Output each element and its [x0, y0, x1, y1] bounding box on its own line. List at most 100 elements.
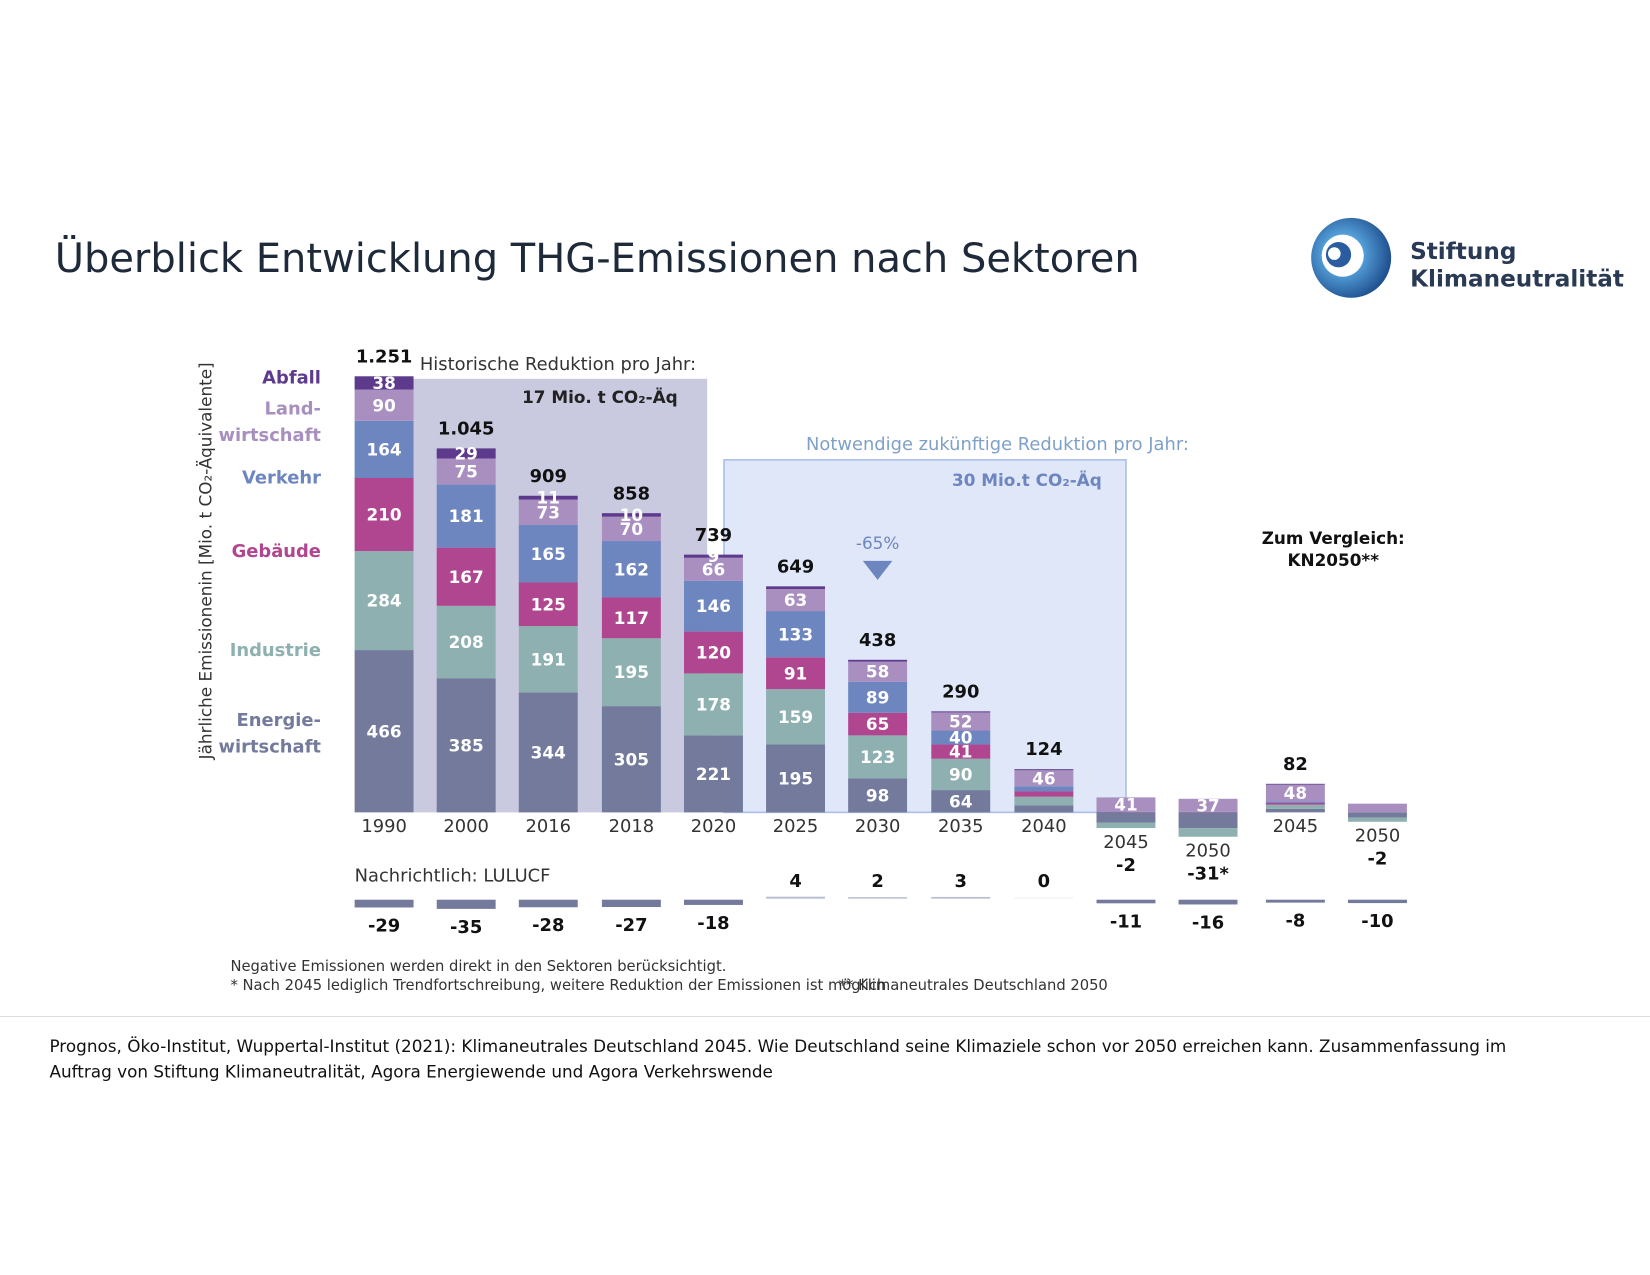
segment-label: 70 — [620, 519, 643, 539]
segment-label: 165 — [531, 544, 566, 564]
segment-label: 181 — [449, 506, 484, 526]
source: Prognos, Öko-Institut, Wuppertal-Institu… — [49, 1035, 1506, 1056]
bar-segment — [1096, 812, 1156, 823]
segment-label: 162 — [614, 559, 649, 579]
segment-label: 46 — [1032, 768, 1055, 788]
x-tick-label: 2050 — [1185, 840, 1231, 861]
segment-label: 385 — [449, 735, 484, 755]
source: Auftrag von Stiftung Klimaneutralität, A… — [49, 1061, 772, 1081]
bar-segment — [601, 513, 661, 517]
x-tick-label: 2030 — [855, 816, 901, 837]
segment-label: 64 — [949, 791, 972, 811]
bar-segment — [1014, 770, 1074, 787]
lulucf-value: -16 — [1192, 912, 1224, 933]
segment-label: 117 — [614, 608, 649, 628]
bar-segment — [766, 689, 826, 745]
bar-segment — [1265, 783, 1325, 785]
footnote: ** Klimaneutrales Deutschland 2050 — [839, 977, 1108, 994]
lulucf-bar — [766, 896, 826, 899]
segment-label: 208 — [449, 632, 484, 652]
lulucf-bar — [354, 899, 414, 908]
lulucf-bar — [518, 899, 578, 908]
segment-label: 91 — [784, 663, 807, 683]
bar-segment — [848, 712, 908, 736]
lulucf-value: 3 — [955, 871, 967, 892]
lulucf-value: -18 — [697, 913, 729, 934]
legend-label: Industrie — [229, 640, 321, 662]
segment-label: 167 — [449, 567, 484, 587]
segment-label: 58 — [866, 662, 889, 682]
segment-label: 48 — [1284, 783, 1307, 803]
bar-segment — [1014, 791, 1074, 797]
segment-label: 29 — [454, 443, 477, 463]
lulucf-bar — [931, 896, 991, 899]
total-label: -2 — [1368, 849, 1388, 870]
bar-segment — [766, 611, 826, 658]
segment-label: 133 — [778, 624, 813, 644]
annotation: 17 Mio. t CO₂-Äq — [522, 386, 678, 407]
bar-segment — [766, 589, 826, 612]
bar-segment — [1265, 808, 1325, 813]
lulucf-bar — [1265, 899, 1325, 903]
bar-segment — [601, 516, 661, 542]
bar-segment — [683, 631, 743, 674]
bar-segment — [1347, 817, 1407, 822]
lulucf-bar — [1096, 899, 1156, 904]
lulucf-label: Nachrichtlich: LULUCF — [355, 866, 551, 887]
bar-segment — [683, 735, 743, 813]
lulucf-bar — [1014, 897, 1074, 899]
x-tick-label: 1990 — [361, 816, 407, 837]
segment-label: 90 — [949, 764, 972, 784]
bar-segment — [354, 389, 414, 421]
segment-label: 10 — [620, 505, 643, 525]
lulucf-value: 2 — [871, 871, 883, 892]
total-label: 124 — [1025, 739, 1062, 760]
segment-label: 37 — [1196, 795, 1219, 815]
lulucf-value: -35 — [450, 917, 482, 938]
bar-segment — [518, 499, 578, 526]
total-label: 739 — [695, 525, 732, 546]
segment-label: 164 — [367, 439, 402, 459]
bar-segment — [1014, 786, 1074, 792]
bar-segment — [683, 557, 743, 581]
segment-label: 466 — [367, 721, 402, 741]
annotation: Notwendige zukünftige Reduktion pro Jahr… — [806, 434, 1189, 455]
bar-segment — [848, 681, 908, 713]
total-label: 82 — [1283, 754, 1308, 775]
lulucf-value: 0 — [1038, 871, 1050, 892]
segment-label: 11 — [537, 488, 560, 508]
bar-segment — [436, 458, 496, 485]
segment-label: 123 — [860, 747, 895, 767]
arrow — [862, 560, 893, 580]
bar-segment — [436, 547, 496, 606]
x-tick-label: 2000 — [443, 816, 489, 837]
bar-segment — [683, 580, 743, 632]
bar-segment — [1265, 802, 1325, 805]
segment-label: 344 — [531, 743, 566, 763]
segment-label: 178 — [696, 694, 731, 714]
annotation: KN2050** — [1287, 550, 1379, 570]
x-tick-label: 2045 — [1103, 832, 1149, 853]
bar-segment — [436, 605, 496, 679]
y-axis-label: Jährliche Emissionenin [Mio. t CO₂-Äquiv… — [195, 362, 215, 760]
lulucf-bar — [436, 899, 496, 909]
bar-segment — [354, 420, 414, 478]
bar-segment — [931, 790, 991, 813]
bar-segment — [354, 551, 414, 651]
segment-label: 9 — [708, 546, 720, 566]
segment-label: 146 — [696, 596, 731, 616]
bar-segment — [1178, 798, 1238, 812]
segment-label: 89 — [866, 687, 889, 707]
bar-segment — [766, 744, 826, 813]
lulucf-value: -10 — [1361, 911, 1393, 932]
segment-label: 65 — [866, 714, 889, 734]
x-tick-label: 2018 — [609, 816, 655, 837]
logo-text: Klimaneutralität — [1410, 266, 1624, 292]
segment-label: 305 — [614, 749, 649, 769]
bar-segment — [354, 650, 414, 813]
bar-segment — [931, 758, 991, 791]
bar-segment — [518, 626, 578, 693]
lulucf-value: -11 — [1110, 911, 1142, 932]
bar-segment — [931, 711, 991, 713]
